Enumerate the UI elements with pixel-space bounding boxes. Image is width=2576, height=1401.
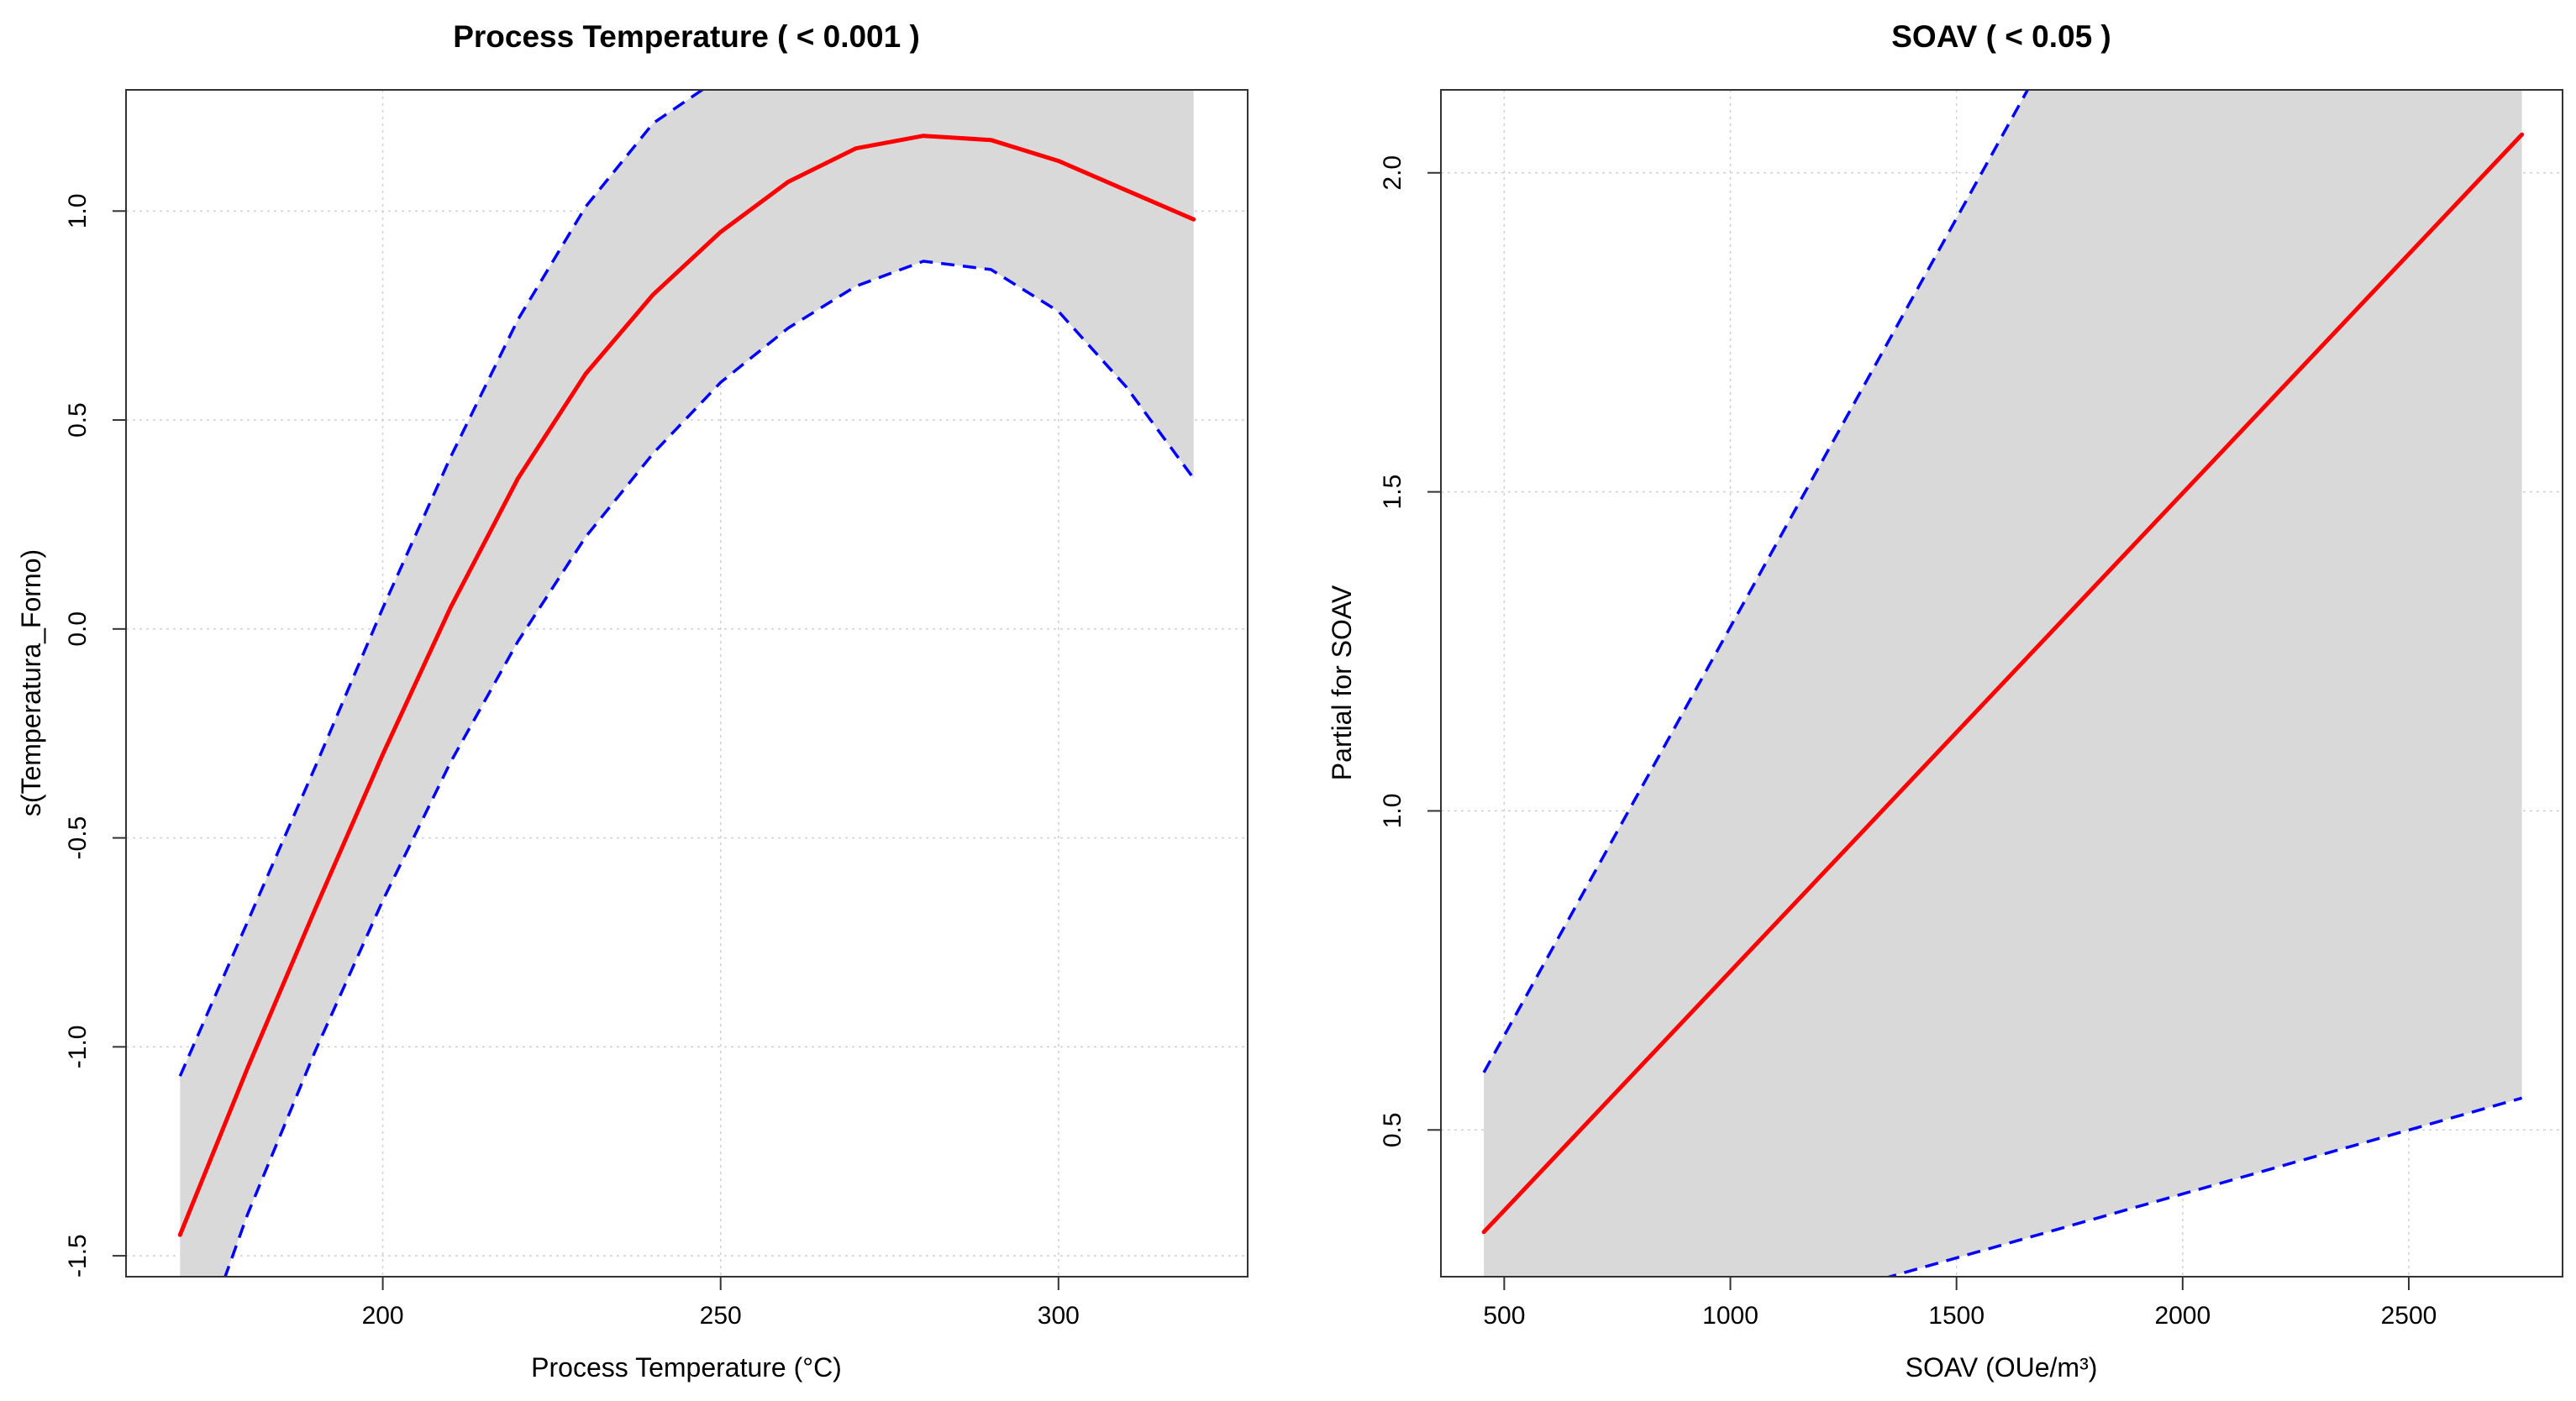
- estimate-line: [1481, 132, 2525, 1235]
- y-axis-label: Partial for SOAV: [1327, 585, 1357, 780]
- series-lines: [177, 90, 1196, 1277]
- x-tick-label: 2000: [2154, 1302, 2211, 1330]
- y-tick-label: 1.0: [64, 193, 92, 228]
- confidence-band-group: [180, 90, 1194, 1277]
- y-tick-label: -1.5: [64, 1234, 92, 1278]
- upper-ci-line: [1482, 90, 2030, 1073]
- confidence-band: [180, 90, 1194, 1277]
- x-tick-label: 200: [362, 1302, 404, 1330]
- y-axis-label: s(Temperatura_Forno): [16, 549, 46, 816]
- y-tick-label: 0.5: [1379, 1112, 1406, 1147]
- y-axis: 0.5 1.0 1.5 2.0: [1379, 155, 1441, 1147]
- plot-frame: [125, 89, 1249, 1278]
- x-tick-label: 1500: [1928, 1302, 1985, 1330]
- x-axis: 200 250 300: [362, 1277, 1080, 1330]
- y-axis: -1.5 -1.0 -0.5 0.0 0.5 1.0: [64, 193, 126, 1278]
- x-tick-label: 250: [700, 1302, 742, 1330]
- x-axis: 500 1000 1500 2000 2500: [1483, 1277, 2437, 1330]
- plot-frame: [1440, 89, 2563, 1278]
- x-tick-label: 1000: [1702, 1302, 1759, 1330]
- y-tick-label: -0.5: [64, 816, 92, 860]
- y-tick-label: 2.0: [1379, 155, 1406, 191]
- chart-title: Process Temperature ( < 0.001 ): [453, 19, 920, 54]
- chart-title: SOAV ( < 0.05 ): [1891, 19, 2111, 54]
- x-axis-label: Process Temperature (°C): [531, 1352, 842, 1383]
- upper-ci-line: [178, 90, 705, 1077]
- chart-panel-temperature: Process Temperature ( < 0.001 ) 200 250 30…: [16, 19, 1249, 1383]
- x-axis-label: SOAV (OUe/m³): [1906, 1352, 2098, 1383]
- estimate-line: [177, 134, 1196, 1237]
- y-tick-label: 1.0: [1379, 794, 1406, 829]
- y-tick-label: -1.0: [64, 1026, 92, 1069]
- lower-ci-line: [223, 260, 1196, 1277]
- y-tick-label: 1.5: [1379, 475, 1406, 510]
- x-tick-label: 500: [1483, 1302, 1525, 1330]
- lower-ci-line: [1885, 1096, 2523, 1277]
- series-lines: [1481, 90, 2525, 1277]
- chart-panel-soav: SOAV ( < 0.05 ) 500 1000 1500 2000 2500 0.5 1…: [1327, 19, 2563, 1383]
- x-tick-label: 2500: [2381, 1302, 2437, 1330]
- x-tick-label: 300: [1038, 1302, 1080, 1330]
- y-tick-label: 0.5: [64, 402, 92, 438]
- y-tick-label: 0.0: [64, 611, 92, 647]
